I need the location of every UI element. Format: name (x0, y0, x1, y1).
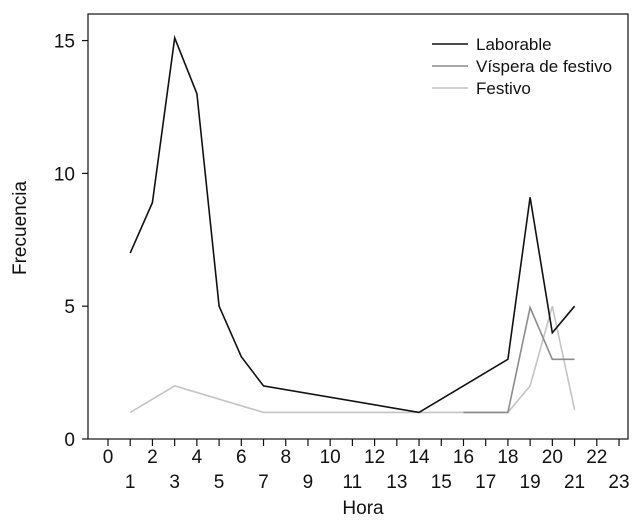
x-tick-label: 15 (431, 472, 452, 493)
x-tick-label: 11 (343, 472, 363, 493)
y-tick-label: 0 (64, 430, 75, 451)
x-tick-label: 0 (103, 447, 114, 468)
x-tick-label: 14 (408, 447, 430, 468)
y-axis-title: Frecuencia (10, 181, 31, 275)
legend-label: Laborable (476, 35, 552, 54)
x-tick-label: 13 (386, 472, 407, 493)
x-tick-label: 6 (236, 447, 247, 468)
legend-label: Festivo (476, 79, 531, 98)
y-tick-label: 10 (54, 164, 75, 185)
x-tick-label: 23 (608, 472, 629, 493)
x-tick-label: 2 (147, 447, 158, 468)
x-tick-label: 19 (520, 472, 541, 493)
x-tick-label: 3 (169, 472, 180, 493)
y-axis: 0 5 10 15 (54, 32, 88, 451)
x-tick-label: 17 (475, 472, 496, 493)
x-tick-label: 20 (542, 447, 563, 468)
x-tick-label: 5 (214, 472, 225, 493)
y-tick-label: 15 (54, 32, 75, 53)
x-tick-label: 22 (586, 447, 607, 468)
legend-label: Víspera de festivo (476, 57, 612, 76)
x-tick-label: 9 (303, 472, 314, 493)
x-tick-label: 1 (125, 472, 136, 493)
x-tick-label: 21 (564, 472, 585, 493)
series-line-festivo (129, 305, 576, 414)
x-tick-label: 4 (192, 447, 203, 468)
x-tick-label: 10 (320, 447, 341, 468)
legend: Laborable Víspera de festivo Festivo (432, 35, 612, 98)
x-axis-title: Hora (342, 498, 384, 519)
x-tick-label: 16 (453, 447, 474, 468)
x-tick-label: 18 (497, 447, 518, 468)
plot-frame (87, 13, 629, 440)
x-axis: 0 2 4 6 8 10 12 14 16 18 20 221 3 5 7 9 11 13 15 17 19 21 23 (103, 439, 630, 493)
x-tick-label: 7 (258, 472, 269, 493)
series-line-víspera-de-festivo (463, 304, 575, 414)
y-tick-label: 5 (64, 297, 75, 318)
series-layer (129, 34, 576, 414)
x-tick-label: 12 (364, 447, 385, 468)
x-tick-label: 8 (280, 447, 291, 468)
series-line-laborable (129, 34, 576, 414)
